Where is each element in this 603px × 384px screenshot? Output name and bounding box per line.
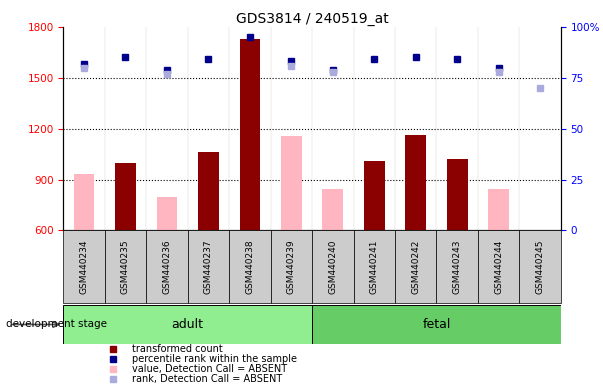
Bar xyxy=(239,39,260,230)
Bar xyxy=(74,174,95,230)
Bar xyxy=(63,305,312,344)
Text: GSM440236: GSM440236 xyxy=(162,240,171,294)
Bar xyxy=(198,152,219,230)
Bar xyxy=(364,161,385,230)
Bar xyxy=(312,305,561,344)
Bar xyxy=(229,230,271,303)
Text: GSM440237: GSM440237 xyxy=(204,240,213,294)
Bar xyxy=(447,159,467,230)
Bar xyxy=(437,230,478,303)
Text: GSM440240: GSM440240 xyxy=(328,240,337,294)
Bar xyxy=(478,230,519,303)
Bar xyxy=(147,230,188,303)
Text: development stage: development stage xyxy=(6,319,107,329)
Text: GSM440234: GSM440234 xyxy=(80,240,89,294)
Bar xyxy=(271,230,312,303)
Text: GSM440235: GSM440235 xyxy=(121,240,130,294)
Bar xyxy=(105,230,147,303)
Text: adult: adult xyxy=(172,318,204,331)
Bar xyxy=(63,230,105,303)
Bar xyxy=(488,189,509,230)
Text: transformed count: transformed count xyxy=(132,344,223,354)
Bar xyxy=(405,136,426,230)
Text: GSM440243: GSM440243 xyxy=(453,240,462,294)
Bar xyxy=(353,230,395,303)
Bar xyxy=(115,162,136,230)
Bar xyxy=(519,230,561,303)
Text: GSM440245: GSM440245 xyxy=(535,240,545,294)
Bar xyxy=(395,230,437,303)
Text: GSM440242: GSM440242 xyxy=(411,240,420,294)
Text: fetal: fetal xyxy=(422,318,450,331)
Text: GSM440239: GSM440239 xyxy=(287,240,296,294)
Text: GSM440244: GSM440244 xyxy=(494,240,503,294)
Text: GSM440238: GSM440238 xyxy=(245,240,254,294)
Text: value, Detection Call = ABSENT: value, Detection Call = ABSENT xyxy=(132,364,287,374)
Bar xyxy=(281,136,302,230)
Text: rank, Detection Call = ABSENT: rank, Detection Call = ABSENT xyxy=(132,374,282,384)
Title: GDS3814 / 240519_at: GDS3814 / 240519_at xyxy=(236,12,388,26)
Text: percentile rank within the sample: percentile rank within the sample xyxy=(132,354,297,364)
Bar xyxy=(188,230,229,303)
Text: GSM440241: GSM440241 xyxy=(370,240,379,294)
Bar xyxy=(323,189,343,230)
Bar xyxy=(312,230,353,303)
Bar xyxy=(157,197,177,230)
